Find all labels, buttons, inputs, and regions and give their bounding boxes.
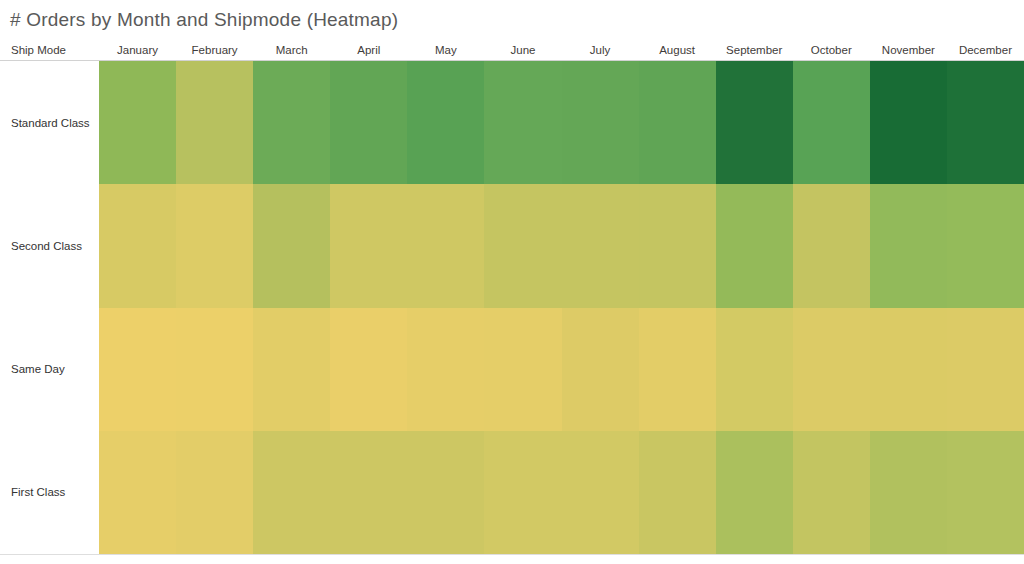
heatmap-cell-same-day-may[interactable] bbox=[407, 308, 484, 431]
heatmap-cell-standard-class-october[interactable] bbox=[793, 61, 870, 184]
heatmap-cell-second-class-april[interactable] bbox=[330, 184, 407, 307]
heatmap-cell-first-class-november[interactable] bbox=[870, 431, 947, 554]
column-header-october: October bbox=[793, 44, 870, 60]
heatmap-cell-second-class-february[interactable] bbox=[176, 184, 253, 307]
heatmap-cell-standard-class-november[interactable] bbox=[870, 61, 947, 184]
heatmap-cell-standard-class-august[interactable] bbox=[639, 61, 716, 184]
heatmap-cell-first-class-march[interactable] bbox=[253, 431, 330, 554]
heatmap-cell-same-day-september[interactable] bbox=[716, 308, 793, 431]
column-header-march: March bbox=[253, 44, 330, 60]
heatmap-cell-second-class-december[interactable] bbox=[947, 184, 1024, 307]
heatmap-cell-same-day-october[interactable] bbox=[793, 308, 870, 431]
column-header-september: September bbox=[716, 44, 793, 60]
column-header-january: January bbox=[99, 44, 176, 60]
chart-title: # Orders by Month and Shipmode (Heatmap) bbox=[0, 0, 1024, 42]
heatmap-cell-first-class-december[interactable] bbox=[947, 431, 1024, 554]
heatmap-body: Standard ClassSecond ClassSame DayFirst … bbox=[0, 61, 1024, 555]
heatmap-cell-same-day-february[interactable] bbox=[176, 308, 253, 431]
heatmap-cell-first-class-october[interactable] bbox=[793, 431, 870, 554]
heatmap-cell-second-class-june[interactable] bbox=[484, 184, 561, 307]
column-header-row: Ship Mode JanuaryFebruaryMarchAprilMayJu… bbox=[0, 42, 1024, 61]
heatmap-cell-standard-class-march[interactable] bbox=[253, 61, 330, 184]
heatmap-cell-standard-class-september[interactable] bbox=[716, 61, 793, 184]
heatmap-cell-second-class-january[interactable] bbox=[99, 184, 176, 307]
row-axis-header: Ship Mode bbox=[0, 44, 99, 60]
heatmap-cell-standard-class-july[interactable] bbox=[562, 61, 639, 184]
heatmap-cell-first-class-june[interactable] bbox=[484, 431, 561, 554]
heatmap-cell-first-class-january[interactable] bbox=[99, 431, 176, 554]
month-headers: JanuaryFebruaryMarchAprilMayJuneJulyAugu… bbox=[99, 44, 1024, 60]
heatmap-cell-same-day-march[interactable] bbox=[253, 308, 330, 431]
heatmap-cell-second-class-october[interactable] bbox=[793, 184, 870, 307]
heatmap-cell-second-class-march[interactable] bbox=[253, 184, 330, 307]
heatmap-cell-first-class-april[interactable] bbox=[330, 431, 407, 554]
heatmap-cell-standard-class-december[interactable] bbox=[947, 61, 1024, 184]
heatmap-cell-first-class-july[interactable] bbox=[562, 431, 639, 554]
heatmap-cell-same-day-january[interactable] bbox=[99, 308, 176, 431]
column-header-december: December bbox=[947, 44, 1024, 60]
column-header-june: June bbox=[484, 44, 561, 60]
heatmap-cell-second-class-november[interactable] bbox=[870, 184, 947, 307]
row-label-same-day: Same Day bbox=[0, 308, 99, 431]
heatmap-cell-same-day-june[interactable] bbox=[484, 308, 561, 431]
row-label-second-class: Second Class bbox=[0, 184, 99, 307]
heatmap-cell-same-day-november[interactable] bbox=[870, 308, 947, 431]
column-header-july: July bbox=[562, 44, 639, 60]
heatmap-cell-same-day-april[interactable] bbox=[330, 308, 407, 431]
heatmap-grid bbox=[99, 61, 1024, 554]
heatmap-cell-second-class-september[interactable] bbox=[716, 184, 793, 307]
row-labels: Standard ClassSecond ClassSame DayFirst … bbox=[0, 61, 99, 554]
heatmap-cell-same-day-july[interactable] bbox=[562, 308, 639, 431]
heatmap-cell-first-class-february[interactable] bbox=[176, 431, 253, 554]
heatmap-visualization: # Orders by Month and Shipmode (Heatmap)… bbox=[0, 0, 1024, 564]
heatmap-cell-standard-class-june[interactable] bbox=[484, 61, 561, 184]
heatmap-cell-standard-class-february[interactable] bbox=[176, 61, 253, 184]
heatmap-cell-first-class-august[interactable] bbox=[639, 431, 716, 554]
heatmap-cell-same-day-december[interactable] bbox=[947, 308, 1024, 431]
column-header-august: August bbox=[639, 44, 716, 60]
heatmap-cell-same-day-august[interactable] bbox=[639, 308, 716, 431]
bottom-strip bbox=[0, 555, 1024, 563]
row-label-standard-class: Standard Class bbox=[0, 61, 99, 184]
heatmap-cell-standard-class-april[interactable] bbox=[330, 61, 407, 184]
heatmap-cell-second-class-august[interactable] bbox=[639, 184, 716, 307]
column-header-february: February bbox=[176, 44, 253, 60]
heatmap-cell-second-class-july[interactable] bbox=[562, 184, 639, 307]
heatmap-cell-second-class-may[interactable] bbox=[407, 184, 484, 307]
heatmap-cell-standard-class-may[interactable] bbox=[407, 61, 484, 184]
heatmap-cell-standard-class-january[interactable] bbox=[99, 61, 176, 184]
heatmap-cell-first-class-may[interactable] bbox=[407, 431, 484, 554]
column-header-may: May bbox=[407, 44, 484, 60]
row-label-first-class: First Class bbox=[0, 431, 99, 554]
column-header-april: April bbox=[330, 44, 407, 60]
heatmap-cell-first-class-september[interactable] bbox=[716, 431, 793, 554]
column-header-november: November bbox=[870, 44, 947, 60]
